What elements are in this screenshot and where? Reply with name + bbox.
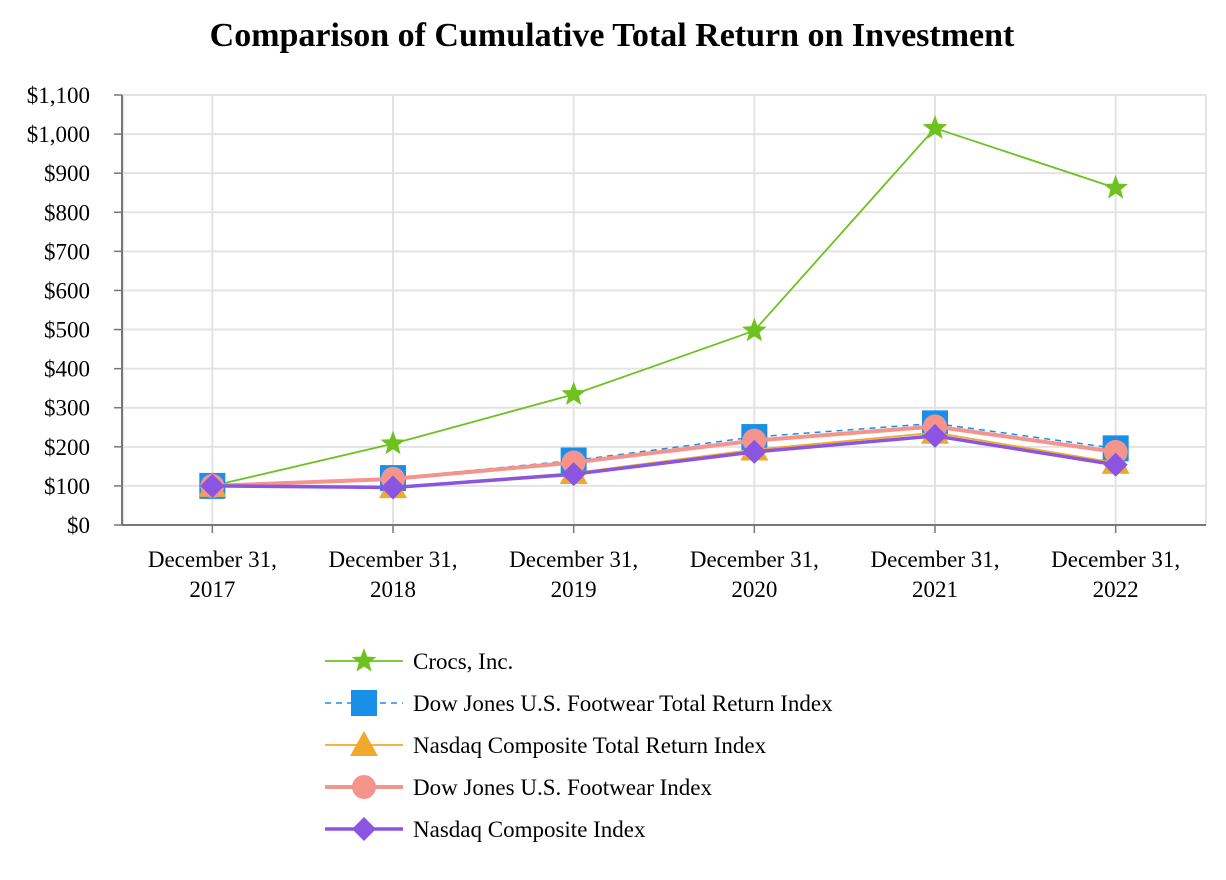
legend-marker-triangle	[350, 731, 378, 756]
y-tick-label: $0	[67, 513, 90, 538]
y-tick-label: $200	[44, 435, 90, 460]
y-tick-label: $1,100	[27, 83, 90, 108]
x-tick-label: December 31, 2021	[871, 547, 1000, 602]
data-point-diamond	[1103, 452, 1128, 477]
y-tick-label: $100	[44, 474, 90, 499]
legend: Crocs, Inc. Dow Jones U.S. Footwear Total…	[325, 648, 833, 842]
y-axis-ticks: $0 $100 $200 $300 $400 $500 $600 $700 $800 $900 $1…	[27, 83, 122, 538]
data-point-star	[561, 381, 586, 405]
y-tick-label: $900	[44, 161, 90, 186]
y-tick-label: $400	[44, 357, 90, 382]
y-tick-label: $500	[44, 318, 90, 343]
data-point-diamond	[561, 462, 586, 487]
data-point-diamond	[200, 473, 225, 498]
x-tick-label: December 31, 2018	[329, 547, 458, 602]
legend-marker-diamond	[352, 817, 376, 841]
legend-item: Dow Jones U.S. Footwear Total Return Ind…	[325, 690, 833, 716]
legend-label: Nasdaq Composite Index	[413, 817, 646, 842]
series-diamond-group	[200, 423, 1128, 500]
legend-item: Dow Jones U.S. Footwear Index	[325, 775, 712, 800]
chart-title: Comparison of Cumulative Total Return on…	[210, 17, 1015, 54]
data-point-star	[1103, 175, 1128, 199]
x-tick-label: December 31, 2017	[148, 547, 277, 602]
x-axis-ticks: December 31, 2017 December 31, 2018 December…	[148, 525, 1180, 602]
axes	[121, 95, 1206, 526]
y-tick-label: $1,000	[27, 122, 90, 147]
legend-marker-star	[351, 648, 377, 672]
data-point-star	[922, 115, 948, 139]
y-tick-label: $700	[44, 239, 90, 264]
series-line	[212, 434, 1116, 490]
data-point-star	[380, 430, 406, 455]
data-point-diamond	[923, 423, 947, 448]
legend-label: Crocs, Inc.	[413, 649, 513, 674]
data-point-circle	[1103, 439, 1128, 464]
legend-label: Dow Jones U.S. Footwear Index	[413, 775, 712, 800]
legend-label: Dow Jones U.S. Footwear Total Return Ind…	[413, 691, 833, 716]
legend-item: Crocs, Inc.	[325, 648, 513, 674]
x-tick-label: December 31, 2020	[690, 547, 819, 602]
series-line	[212, 424, 1116, 488]
data-point-diamond	[742, 439, 767, 464]
data-point-star	[742, 317, 767, 342]
legend-item: Nasdaq Composite Index	[325, 817, 646, 842]
data-point-diamond	[381, 475, 405, 500]
legend-item: Nasdaq Composite Total Return Index	[325, 731, 767, 758]
series-line	[212, 127, 1116, 487]
series-line	[212, 422, 1116, 487]
x-tick-label: December 31, 2019	[509, 547, 638, 602]
legend-label: Nasdaq Composite Total Return Index	[413, 733, 767, 758]
y-tick-label: $800	[44, 200, 90, 225]
y-tick-label: $300	[44, 396, 90, 421]
x-tick-label: December 31, 2022	[1051, 547, 1180, 602]
series-group	[198, 115, 1130, 500]
legend-marker-square	[351, 690, 377, 716]
legend-marker-circle	[352, 775, 376, 799]
y-tick-label: $600	[44, 278, 90, 303]
